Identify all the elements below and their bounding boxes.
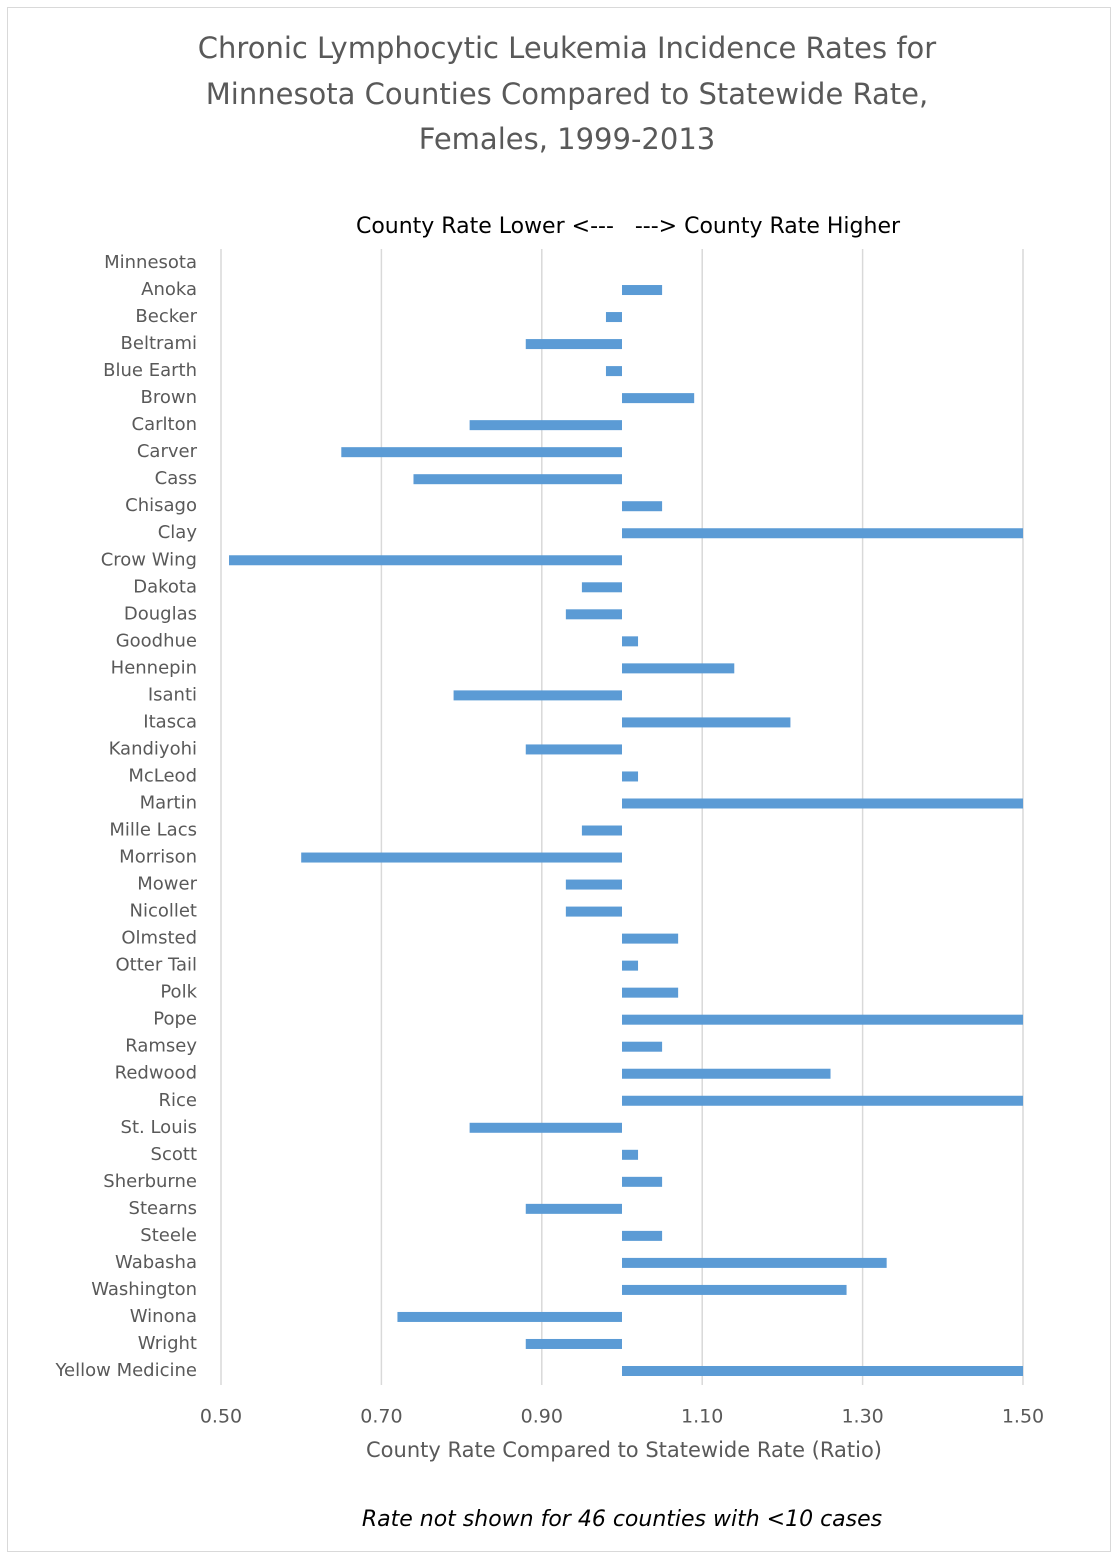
x-tick-label: 0.70 (360, 1406, 402, 1428)
y-tick-label: Scott (151, 1144, 197, 1165)
y-tick-label: Olmsted (121, 928, 197, 949)
bar (622, 1366, 1023, 1376)
y-tick-label: Otter Tail (115, 955, 197, 976)
bar (525, 744, 622, 755)
bar (229, 555, 622, 566)
y-tick-label: Pope (153, 1009, 197, 1030)
bar (469, 1122, 622, 1133)
bar (622, 636, 639, 647)
y-tick-label: Beltrami (121, 333, 197, 354)
y-tick-label: Hennepin (111, 657, 197, 678)
y-tick-label: Minnesota (104, 252, 197, 273)
bar (565, 609, 622, 620)
chart-title: Minnesota Counties Compared to Statewide… (206, 77, 928, 111)
y-tick-label: Carver (137, 441, 198, 462)
bar (301, 852, 622, 863)
bar (622, 987, 679, 998)
bar (622, 1176, 663, 1187)
bar (565, 906, 622, 917)
bar (525, 1338, 622, 1349)
bar (605, 312, 622, 323)
bar (622, 717, 791, 728)
bar (622, 771, 639, 782)
bar (469, 420, 622, 431)
y-tick-label: Steele (140, 1225, 197, 1246)
y-tick-label: Yellow Medicine (54, 1360, 197, 1381)
y-tick-label: Isanti (148, 684, 197, 705)
y-tick-label: Cass (155, 468, 197, 489)
chart-title: Females, 1999-2013 (419, 122, 715, 156)
bar (622, 1095, 1023, 1106)
bar (565, 879, 622, 890)
bar (525, 1203, 622, 1214)
y-tick-label: Anoka (141, 279, 197, 300)
y-tick-label: Stearns (129, 1198, 197, 1219)
y-tick-label: Morrison (119, 847, 197, 868)
bar (622, 663, 735, 674)
y-tick-label: Wright (138, 1333, 197, 1354)
bar (341, 447, 622, 458)
x-tick-label: 1.30 (841, 1406, 883, 1428)
bar (453, 690, 622, 701)
x-tick-label: 1.50 (1002, 1406, 1044, 1428)
x-axis-title: County Rate Compared to Statewide Rate (… (366, 1438, 882, 1462)
y-tick-label: Ramsey (125, 1036, 197, 1057)
y-tick-label: Dakota (133, 576, 197, 597)
y-tick-label: Winona (130, 1306, 197, 1327)
bar (622, 1257, 887, 1268)
bar (622, 1014, 1023, 1025)
y-tick-label: McLeod (128, 765, 197, 786)
y-tick-label: Mower (137, 874, 197, 895)
y-tick-label: Washington (91, 1279, 197, 1300)
annotation: County Rate Lower <--- ---> County Rate … (356, 214, 901, 239)
footnote: Rate not shown for 46 counties with <10 … (362, 1507, 882, 1532)
bar (397, 1311, 622, 1322)
bar (622, 393, 695, 404)
bar (622, 1068, 831, 1079)
bar (622, 933, 679, 944)
bar (622, 1230, 663, 1241)
y-tick-label: Polk (160, 982, 197, 1003)
y-tick-label: Carlton (132, 414, 197, 435)
bar (622, 501, 663, 512)
y-tick-label: Goodhue (116, 630, 197, 651)
x-tick-label: 0.50 (200, 1406, 242, 1428)
y-tick-label: Martin (140, 792, 197, 813)
x-tick-label: 0.90 (521, 1406, 563, 1428)
y-tick-label: Chisago (125, 495, 197, 516)
x-tick-label: 1.10 (681, 1406, 723, 1428)
bar (525, 339, 622, 350)
bar (622, 1041, 663, 1052)
bar (413, 474, 622, 485)
bar (622, 285, 663, 296)
y-tick-label: Itasca (143, 711, 197, 732)
y-tick-label: Crow Wing (101, 549, 197, 570)
bar (622, 528, 1023, 539)
y-tick-label: Nicollet (129, 901, 197, 922)
bar (622, 798, 1023, 809)
bar (581, 582, 622, 593)
y-tick-label: Wabasha (115, 1252, 197, 1273)
y-tick-label: Brown (141, 387, 198, 408)
bar (622, 1149, 639, 1160)
chart-frame (7, 7, 1111, 1552)
y-tick-label: Mille Lacs (109, 820, 197, 841)
y-tick-label: Clay (158, 522, 198, 543)
y-tick-label: Douglas (124, 603, 197, 624)
y-tick-label: Rice (159, 1090, 197, 1111)
y-tick-label: Sherburne (103, 1171, 197, 1192)
bar (605, 366, 622, 377)
y-tick-label: Blue Earth (103, 360, 197, 381)
y-tick-label: Kandiyohi (109, 738, 197, 759)
bar (581, 825, 622, 836)
bar (622, 960, 639, 971)
y-tick-label: St. Louis (121, 1117, 197, 1138)
bar (622, 1284, 847, 1295)
chart-title: Chronic Lymphocytic Leukemia Incidence R… (198, 31, 937, 65)
y-tick-label: Becker (135, 306, 197, 327)
y-tick-label: Redwood (115, 1063, 197, 1084)
